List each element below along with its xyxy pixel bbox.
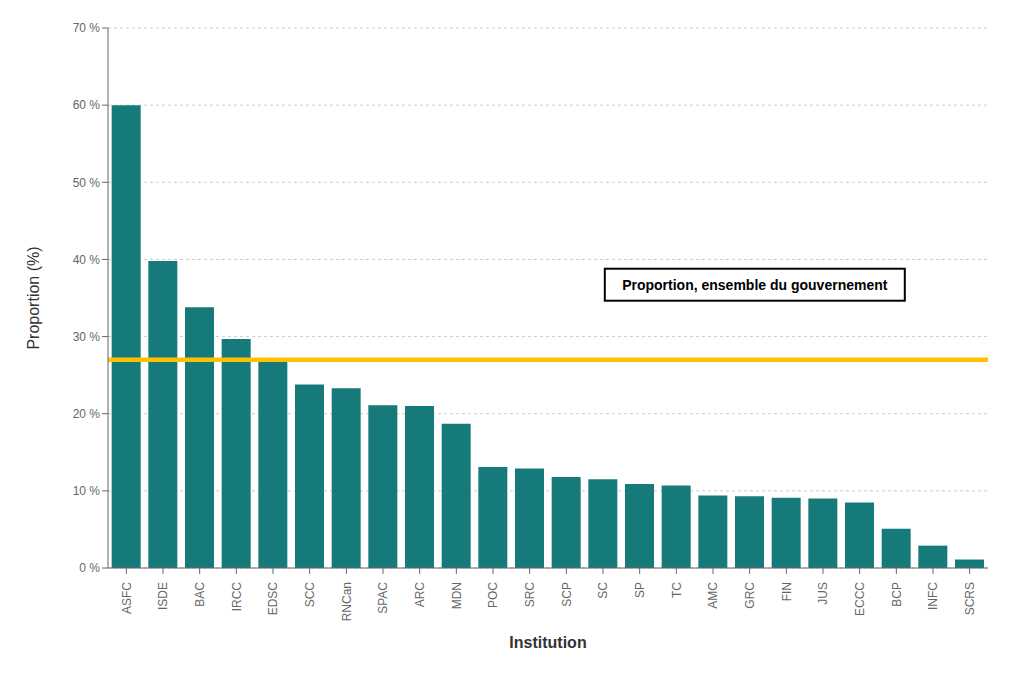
- svg-text:Institution: Institution: [509, 634, 586, 651]
- svg-text:Proportion (%): Proportion (%): [25, 246, 42, 349]
- svg-text:POC: POC: [486, 582, 500, 608]
- svg-text:FIN: FIN: [780, 582, 794, 601]
- svg-text:SC: SC: [596, 582, 610, 599]
- svg-text:SRC: SRC: [523, 582, 537, 608]
- svg-text:EDSC: EDSC: [266, 582, 280, 616]
- svg-text:50 %: 50 %: [73, 176, 101, 190]
- svg-text:JUS: JUS: [816, 582, 830, 605]
- svg-text:0 %: 0 %: [79, 561, 100, 575]
- svg-text:IRCC: IRCC: [230, 582, 244, 612]
- svg-text:INFC: INFC: [926, 582, 940, 610]
- svg-text:SCC: SCC: [303, 582, 317, 608]
- svg-text:BCP: BCP: [890, 582, 904, 607]
- svg-text:SCRS: SCRS: [963, 582, 977, 615]
- svg-text:20 %: 20 %: [73, 407, 101, 421]
- svg-text:40 %: 40 %: [73, 253, 101, 267]
- svg-text:AMC: AMC: [706, 582, 720, 609]
- svg-text:30 %: 30 %: [73, 330, 101, 344]
- svg-text:GRC: GRC: [743, 582, 757, 609]
- svg-text:MDN: MDN: [450, 582, 464, 609]
- svg-text:ISDE: ISDE: [156, 582, 170, 610]
- svg-text:SP: SP: [633, 582, 647, 598]
- svg-text:TC: TC: [670, 582, 684, 598]
- svg-text:RNCan: RNCan: [340, 582, 354, 621]
- svg-text:SCP: SCP: [560, 582, 574, 607]
- svg-text:10 %: 10 %: [73, 484, 101, 498]
- svg-text:Proportion, ensemble du gouver: Proportion, ensemble du gouvernement: [622, 277, 888, 293]
- svg-text:SPAC: SPAC: [376, 582, 390, 614]
- svg-text:70 %: 70 %: [73, 21, 101, 35]
- svg-text:ECCC: ECCC: [853, 582, 867, 616]
- svg-text:BAC: BAC: [193, 582, 207, 607]
- svg-text:ARC: ARC: [413, 582, 427, 608]
- svg-text:60 %: 60 %: [73, 98, 101, 112]
- svg-text:ASFC: ASFC: [120, 582, 134, 614]
